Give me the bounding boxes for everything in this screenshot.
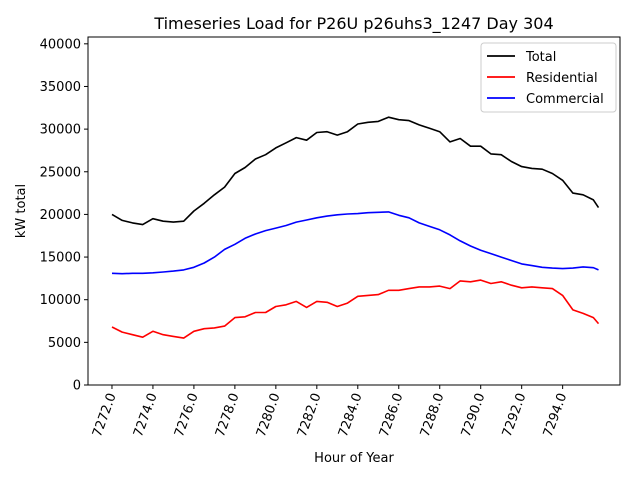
y-tick-label: 20000 [40,208,81,223]
series-line-commercial [111,211,599,275]
y-tick-label: 30000 [40,123,81,138]
x-tick-label: 7278.0 [213,391,243,439]
series-line-residential [111,279,600,339]
chart-title: Timeseries Load for P26U p26uhs3_1247 Da… [153,14,553,34]
y-tick-label: 15000 [40,251,81,266]
x-tick-label: 7292.0 [500,391,530,439]
x-tick-label: 7276.0 [172,391,202,439]
legend-box [480,42,617,113]
x-tick-label: 7294.0 [541,391,571,439]
y-tick-label: 35000 [40,80,81,95]
y-tick-label: 40000 [40,37,81,52]
legend-label: Commercial [526,92,604,107]
x-tick-label: 7286.0 [377,391,407,439]
y-tick-label: 25000 [40,165,81,180]
x-tick-label: 7280.0 [254,391,284,439]
x-tick-label: 7290.0 [459,391,489,439]
x-tick-label: 7288.0 [418,391,448,439]
legend: Total Residential Commercial [480,42,617,113]
legend-label: Residential [526,71,598,86]
y-tick-label: 5000 [48,336,81,351]
x-axis-label: Hour of Year [314,451,394,466]
x-tick-label: 7274.0 [131,391,161,439]
y-tick-label: 10000 [40,293,81,308]
series-line-total [111,116,600,226]
y-tick-label: 0 [73,379,81,394]
x-tick-label: 7272.0 [90,391,120,439]
y-axis-label: kW total [14,184,29,238]
legend-label: Total [525,50,556,65]
x-tick-label: 7284.0 [336,391,366,439]
plot-frame [87,36,621,386]
x-tick-label: 7282.0 [295,391,325,439]
